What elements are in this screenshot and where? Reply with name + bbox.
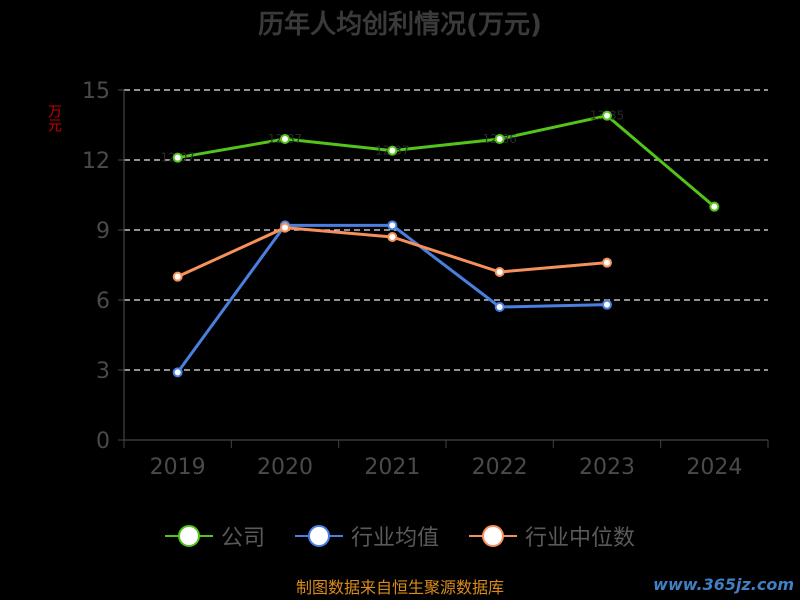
legend-swatch-industry-median [469, 523, 517, 549]
watermark-logo: www.365jz.com [653, 575, 794, 594]
y-axis-label: 万元 [46, 104, 62, 132]
legend-label-industry-median: 行业中位数 [525, 526, 636, 551]
legend-item-industry-average[interactable]: 行业均值 [294, 520, 439, 552]
legend-swatch-industry-average [294, 523, 343, 549]
data-point-0-5 [709, 201, 720, 212]
y-tick-label-15: 15 [82, 79, 110, 104]
data-point-0-0 [172, 152, 183, 163]
legend-label-industry-average: 行业均值 [350, 526, 439, 551]
y-tick-label-3: 3 [96, 359, 110, 384]
y-tick-label-9: 9 [96, 219, 110, 244]
y-tick-label-0: 0 [96, 429, 110, 454]
legend: 公司 行业均值 行业中位数 [0, 520, 800, 552]
data-source-note: 制图数据来自恒生聚源数据库 [295, 578, 504, 597]
y-tick-label-6: 6 [96, 289, 110, 314]
data-point-1-2 [387, 220, 398, 231]
legend-swatch-company [164, 523, 213, 549]
data-point-0-1 [280, 134, 290, 144]
x-tick-label-2020: 2020 [257, 455, 313, 480]
x-tick-label-2021: 2021 [364, 455, 420, 480]
data-point-1-3 [494, 302, 505, 312]
data-point-0-4 [602, 110, 612, 121]
series-line-0 [177, 114, 716, 208]
data-point-0-2 [387, 145, 398, 156]
data-point-0-3 [494, 134, 505, 144]
data-point-2-4 [602, 257, 612, 268]
legend-item-company[interactable]: 公司 [164, 520, 265, 552]
chart-title: 历年人均创利情况(万元) [258, 10, 542, 40]
data-point-2-3 [494, 267, 505, 277]
x-tick-label-2019: 2019 [150, 455, 206, 480]
legend-item-industry-median[interactable]: 行业中位数 [469, 520, 635, 552]
data-point-1-0 [172, 367, 183, 378]
x-tick-label-2023: 2023 [579, 455, 635, 480]
data-point-2-0 [172, 271, 183, 282]
y-tick-label-12: 12 [82, 149, 110, 174]
x-tick-label-2024: 2024 [686, 455, 742, 480]
legend-label-company: 公司 [220, 526, 265, 551]
data-point-1-4 [602, 299, 612, 310]
x-tick-label-2022: 2022 [472, 455, 528, 480]
data-point-2-1 [280, 222, 290, 233]
data-point-2-2 [387, 232, 398, 242]
